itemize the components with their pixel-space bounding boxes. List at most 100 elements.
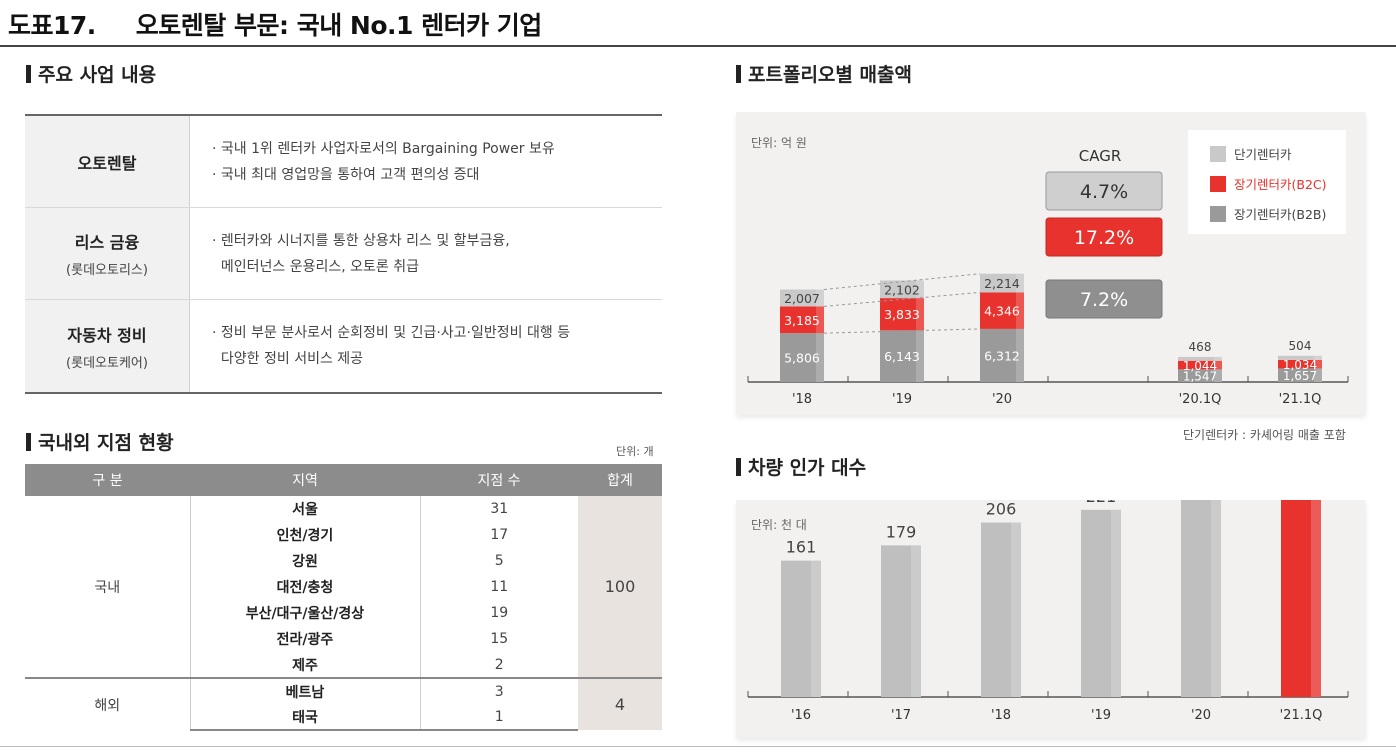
total-domestic: 100 bbox=[578, 496, 662, 678]
bar-segment bbox=[780, 289, 824, 307]
revenue-chart: 5,806 3,185 2,007 '18 6,143 3,833 2,102 '19 6,31… bbox=[747, 130, 1349, 407]
bar-segment-shade bbox=[1214, 356, 1222, 361]
vehicle-bar-shade bbox=[1311, 500, 1321, 697]
header-group: 구 분 bbox=[25, 464, 190, 496]
bar-segment-shade bbox=[816, 306, 824, 334]
section-bar-icon bbox=[26, 432, 31, 451]
vehicle-bar bbox=[1081, 509, 1121, 697]
x-tick-label: '19 bbox=[892, 392, 912, 407]
vehicles-chart-panel: 단위: 천 대 161'16179'17206'18221'19234'2023… bbox=[736, 500, 1366, 738]
bar-segment-shade bbox=[916, 280, 924, 299]
cagr-label: CAGR bbox=[1079, 147, 1122, 165]
x-tick-label: '18 bbox=[792, 392, 812, 407]
vehicle-bar bbox=[881, 545, 921, 697]
vehicle-bar bbox=[781, 560, 821, 697]
business-table: 오토렌탈 · 국내 1위 렌터카 사업자로서의 Bargaining Power… bbox=[25, 114, 662, 394]
business-desc-line: 메인터넌스 운용리스, 오토론 취급 bbox=[212, 258, 420, 275]
bar-segment-shade bbox=[1016, 328, 1024, 382]
business-subsidiary: (롯데오토케어) bbox=[66, 355, 148, 371]
bar-value-label: 468 bbox=[1189, 340, 1212, 354]
count-cell: 15 bbox=[490, 631, 509, 647]
bar-value-label: 2,102 bbox=[884, 282, 920, 297]
group-domestic: 국내 bbox=[25, 496, 191, 678]
x-tick-label: '21.1Q bbox=[1280, 708, 1323, 723]
bar-value-label: 1,044 bbox=[1183, 359, 1217, 373]
business-desc-cell: · 렌터카와 시너지를 통한 상용차 리스 및 할부금융, 메인터넌스 운용리스… bbox=[190, 208, 662, 299]
count-cell: 1 bbox=[420, 704, 578, 731]
region-cell: 베트남 bbox=[190, 677, 421, 704]
revenue-chart-panel: 단위: 억 원 5,806 3,185 2,007 '18 6,143 3,833 2,10… bbox=[736, 112, 1366, 415]
business-desc-cell: · 국내 1위 렌터카 사업자로서의 Bargaining Power 보유 ·… bbox=[190, 116, 662, 207]
vehicle-bar bbox=[1281, 500, 1321, 697]
bar-segment bbox=[1278, 359, 1322, 369]
x-tick-label: '16 bbox=[791, 708, 811, 723]
vehicle-bar-shade bbox=[1111, 509, 1121, 697]
table-row: 전라/광주 15 bbox=[25, 626, 662, 652]
table-row: 국내 서울 31 100 bbox=[25, 496, 662, 678]
business-name-cell: 리스 금융 (롯데오토리스) bbox=[25, 208, 190, 299]
bar-segment bbox=[880, 280, 924, 299]
bar-segment bbox=[1178, 360, 1222, 370]
region-cell: 부산/대구/울산/경상 bbox=[190, 600, 421, 626]
count-cell: 5 bbox=[494, 553, 504, 569]
bar-segment bbox=[1278, 368, 1322, 382]
group-overseas: 해외 bbox=[25, 677, 191, 730]
vehicle-bar-shade bbox=[911, 545, 921, 697]
figure-title: 도표17. 오토렌탈 부문: 국내 No.1 렌터카 기업 bbox=[8, 6, 542, 42]
cagr-value: 17.2% bbox=[1074, 227, 1134, 249]
x-tick-label: '19 bbox=[1091, 708, 1111, 723]
x-tick-label: '20 bbox=[992, 392, 1012, 407]
bar-segment-shade bbox=[1016, 292, 1024, 329]
total-overseas: 4 bbox=[578, 677, 662, 730]
region-cell: 인천/경기 bbox=[190, 522, 421, 548]
revenue-section-title: 포트폴리오별 매출액 bbox=[736, 60, 912, 87]
table-row: 대전/충청 11 bbox=[25, 574, 662, 600]
table-row: 강원 5 bbox=[25, 548, 662, 574]
region-cell: 강원 bbox=[190, 548, 421, 574]
bar-segment bbox=[780, 306, 824, 334]
business-row: 자동차 정비 (롯데오토케어) · 정비 부문 분사로서 순회정비 및 긴급·사… bbox=[25, 300, 662, 392]
business-desc-line: · 국내 1위 렌터카 사업자로서의 Bargaining Power 보유 bbox=[212, 140, 555, 157]
region-cell: 대전/충청 bbox=[190, 574, 421, 600]
vehicle-bar-shade bbox=[811, 560, 821, 697]
section-bar-icon bbox=[26, 64, 31, 83]
business-name: 리스 금융 bbox=[74, 233, 140, 252]
x-tick-label: '20 bbox=[1191, 708, 1211, 723]
count-cell: 11 bbox=[490, 579, 509, 595]
section-bar-icon bbox=[736, 64, 741, 83]
bar-value-label: 206 bbox=[986, 500, 1017, 519]
business-name: 오토렌탈 bbox=[77, 153, 137, 173]
table-row: 부산/대구/울산/경상 19 bbox=[25, 600, 662, 626]
cagr-box bbox=[1045, 171, 1163, 211]
bottom-rule bbox=[0, 746, 1396, 747]
vehicles-unit: 단위: 천 대 bbox=[751, 518, 807, 532]
business-section-title: 주요 사업 내용 bbox=[26, 60, 156, 87]
bar-segment bbox=[880, 330, 924, 382]
branches-unit: 단위: 개 bbox=[616, 445, 654, 458]
vehicle-bar bbox=[1181, 500, 1221, 697]
bar-value-label: 161 bbox=[786, 538, 817, 557]
bar-segment-shade bbox=[1214, 360, 1222, 370]
bar-segment bbox=[1278, 355, 1322, 360]
business-desc-line: · 렌터카와 시너지를 통한 상용차 리스 및 할부금융, bbox=[212, 232, 510, 249]
bar-value-label: 2,214 bbox=[984, 276, 1020, 291]
bar-value-label: 1,034 bbox=[1283, 358, 1317, 372]
vehicle-bar bbox=[981, 522, 1021, 697]
cagr-value: 7.2% bbox=[1080, 289, 1128, 311]
header-total: 합계 bbox=[578, 464, 662, 496]
business-subsidiary: (롯데오토리스) bbox=[66, 263, 148, 278]
business-name-cell: 자동차 정비 (롯데오토케어) bbox=[25, 300, 190, 392]
region-cell: 태국 bbox=[190, 704, 421, 731]
figure-heading: 오토렌탈 부문: 국내 No.1 렌터카 기업 bbox=[135, 11, 543, 40]
count-cell: 19 bbox=[490, 605, 509, 621]
bar-segment-shade bbox=[816, 289, 824, 307]
bar-segment bbox=[980, 292, 1024, 329]
revenue-unit: 단위: 억 원 bbox=[751, 136, 807, 150]
cagr-value: 4.7% bbox=[1080, 181, 1128, 203]
x-tick-label: '17 bbox=[891, 708, 911, 723]
header-count: 지점 수 bbox=[420, 464, 578, 496]
business-desc-cell: · 정비 부문 분사로서 순회정비 및 긴급·사고·일반정비 대행 등 다양한 … bbox=[190, 300, 662, 392]
x-tick-label: '18 bbox=[991, 708, 1011, 723]
table-row: 인천/경기 17 bbox=[25, 522, 662, 548]
